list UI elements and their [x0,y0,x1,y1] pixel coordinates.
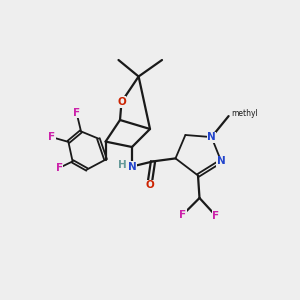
Text: F: F [179,209,187,220]
Text: O: O [117,97,126,107]
Text: N: N [217,156,226,166]
Text: H: H [118,160,127,170]
Text: F: F [48,132,55,142]
Text: F: F [73,107,80,118]
Text: O: O [145,180,154,190]
Text: methyl: methyl [232,109,258,118]
Text: N: N [207,132,216,142]
Text: F: F [56,163,63,173]
Text: N: N [128,161,136,172]
Text: F: F [212,211,220,221]
